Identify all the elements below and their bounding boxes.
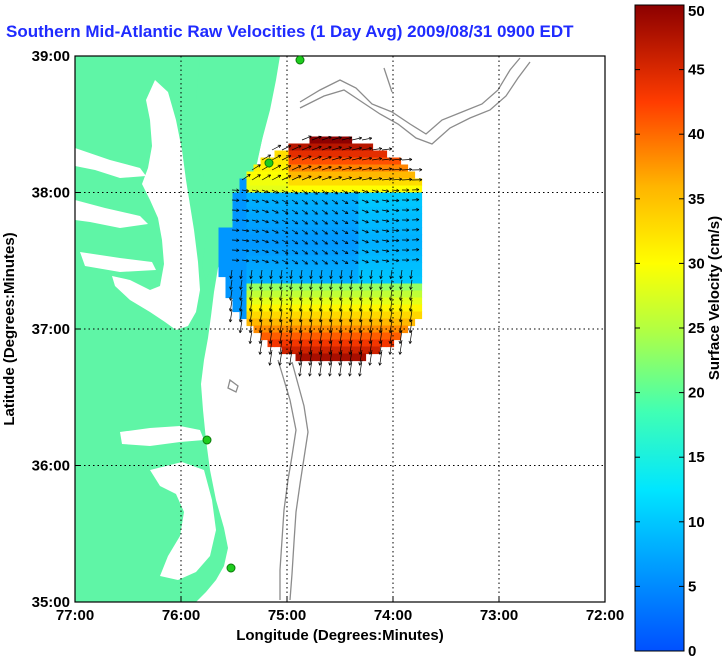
- y-axis-label: Latitude (Degrees:Minutes): [1, 232, 18, 425]
- bay-tributary-2: [75, 200, 148, 228]
- map-grid: [75, 56, 605, 602]
- y-tick-label: 38:00: [32, 185, 70, 202]
- x-axis-ticks: 77:00 76:00 75:00 74:00 73:00 72:00: [56, 597, 624, 624]
- x-tick-label: 76:00: [162, 607, 200, 624]
- station-marker-icon: [264, 158, 274, 168]
- chesapeake-bay: [112, 80, 200, 330]
- y-tick-label: 39:00: [32, 48, 70, 65]
- map-title: Southern Mid-Atlantic Raw Velocities (1 …: [6, 22, 574, 41]
- x-axis-label: Longitude (Degrees:Minutes): [236, 627, 444, 644]
- bay-tributary-3: [80, 252, 156, 272]
- x-tick-label: 72:00: [586, 607, 624, 624]
- y-axis-ticks: 39:00 38:00 37:00 36:00 35:00: [32, 48, 80, 611]
- y-tick-label: 37:00: [32, 321, 70, 338]
- y-tick-label: 36:00: [32, 458, 70, 475]
- station-marker-icon: [295, 55, 305, 65]
- land-delmarva: [196, 56, 280, 280]
- x-tick-label: 75:00: [268, 607, 306, 624]
- station-marker-icon: [226, 563, 236, 573]
- x-tick-label: 77:00: [56, 607, 94, 624]
- pamlico-sound: [150, 462, 216, 580]
- bay-tributary-1: [75, 148, 146, 178]
- bathymetry-contour: [383, 67, 393, 93]
- station-marker-icon: [202, 435, 212, 445]
- bathymetry-contour: [227, 378, 239, 393]
- bathymetry-contour: [289, 361, 309, 601]
- x-tick-label: 74:00: [374, 607, 412, 624]
- y-tick-label: 35:00: [32, 594, 70, 611]
- bathymetry-contour: [299, 57, 521, 135]
- velocity-arrows: [228, 135, 423, 377]
- bathymetry-contour: [299, 61, 531, 145]
- x-tick-label: 73:00: [480, 607, 518, 624]
- albemarle-sound: [120, 426, 204, 446]
